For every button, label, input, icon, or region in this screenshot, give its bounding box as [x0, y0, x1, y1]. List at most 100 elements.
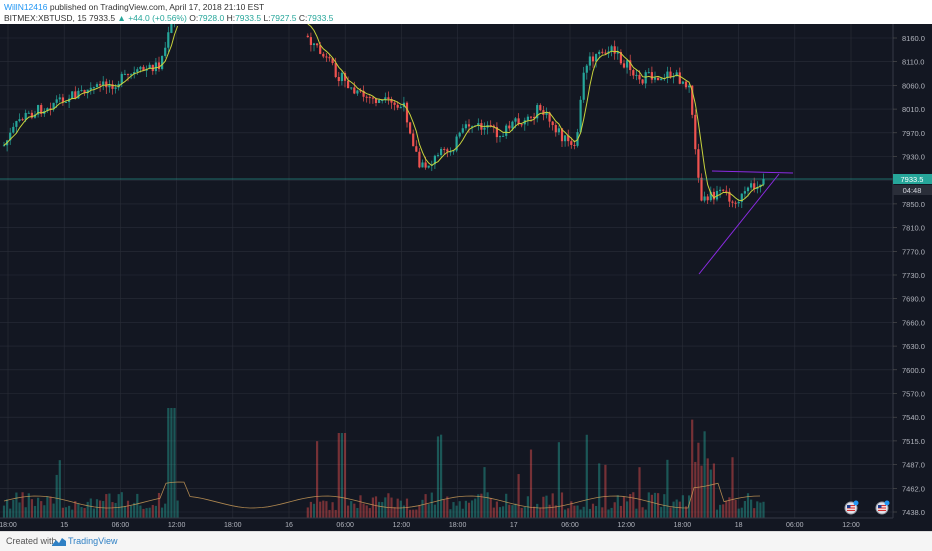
- volume-bar: [545, 495, 548, 518]
- candle-body: [511, 121, 514, 129]
- candle-body: [340, 72, 343, 82]
- price-tick-label: 7850.0: [902, 200, 925, 209]
- volume-bar: [33, 505, 37, 518]
- volume-bar: [554, 505, 557, 518]
- price-tick-label: 8060.0: [902, 81, 925, 90]
- volume-bar: [167, 408, 170, 518]
- candle-body: [409, 122, 412, 134]
- candle-body: [418, 151, 421, 168]
- symbol-label[interactable]: BITMEX:XBTUSD, 15: [4, 13, 87, 23]
- volume-bar: [328, 509, 331, 518]
- volume-bar: [523, 506, 526, 518]
- volume-bar: [610, 507, 613, 518]
- volume-bar: [83, 508, 86, 518]
- volume-bar: [133, 502, 136, 518]
- volume-bar: [650, 494, 653, 518]
- volume-bar: [322, 500, 325, 518]
- volume-bar: [719, 504, 722, 518]
- volume-bar: [762, 501, 765, 518]
- candle-body: [560, 128, 564, 142]
- candle-body: [734, 202, 737, 204]
- us-flag-icon[interactable]: [844, 500, 859, 515]
- volume-bar: [151, 504, 154, 518]
- candle-body: [139, 66, 142, 70]
- candle-body: [424, 162, 427, 168]
- volume-bar: [573, 505, 576, 518]
- volume-bar: [477, 494, 480, 518]
- candle-body: [142, 66, 145, 71]
- last-price-tag-bg: [893, 174, 932, 184]
- tradingview-brand-link[interactable]: TradingView: [68, 536, 118, 546]
- candle-body: [520, 124, 523, 126]
- candle-body: [316, 43, 319, 46]
- high-label: H:: [226, 13, 236, 23]
- candle-body: [337, 77, 340, 82]
- volume-bar: [588, 508, 591, 518]
- volume-bar: [402, 505, 405, 518]
- time-tick-label: 12:00: [617, 522, 635, 529]
- time-axis[interactable]: 18:00 15 06:00 12:00 18:00 16 06:00 12:00 18:00 1…: [0, 522, 860, 529]
- last-price-tag: 7933.5 04:48: [893, 174, 932, 195]
- volume-bar: [598, 463, 601, 518]
- price-tick-label: 7515.0: [902, 437, 925, 446]
- candle-body: [378, 100, 381, 104]
- chart-overlays: [0, 24, 893, 509]
- candle-body: [536, 105, 539, 119]
- candle-body: [467, 124, 471, 127]
- candle-body: [505, 125, 508, 136]
- tradingview-logo-icon[interactable]: [52, 537, 66, 546]
- price-tick-label: 7438.0: [902, 508, 925, 517]
- price-tick-label: 8160.0: [902, 34, 925, 43]
- candle-body: [653, 77, 657, 80]
- candle-body: [675, 72, 678, 77]
- candle-body: [632, 70, 635, 76]
- volume-bar: [12, 499, 15, 518]
- candle-body: [362, 90, 365, 97]
- volume-bar: [371, 497, 374, 518]
- volume-bar: [449, 509, 452, 518]
- time-tick-label: 06:00: [336, 522, 354, 529]
- candle-body: [343, 72, 347, 81]
- candle-body: [461, 128, 464, 133]
- author-link[interactable]: WillN12416: [4, 2, 48, 12]
- candle-body: [567, 135, 570, 142]
- volume-bar: [436, 436, 440, 518]
- candle-body: [604, 52, 607, 54]
- price-chart[interactable]: 8160.08110.08060.08010.07970.07930.07890…: [0, 24, 932, 531]
- candle-body: [102, 81, 105, 86]
- candle-body: [443, 148, 446, 150]
- candle-body: [542, 110, 545, 115]
- candle-body: [164, 47, 167, 56]
- candle-body: [681, 81, 684, 84]
- volume-bar: [117, 494, 120, 518]
- volume-bar: [452, 502, 455, 518]
- time-tick-label: 18:00: [224, 522, 242, 529]
- candle-body: [517, 118, 520, 125]
- candle-body: [427, 165, 430, 168]
- volume-bar: [753, 508, 756, 518]
- price-tick-label: 7630.0: [902, 342, 925, 351]
- volume-bar: [520, 507, 523, 518]
- candle-body: [151, 64, 154, 72]
- candle-body: [650, 72, 653, 80]
- candle-body: [80, 90, 83, 92]
- candle-body: [365, 96, 368, 98]
- volume-bar: [709, 469, 712, 518]
- candle-body: [743, 191, 746, 194]
- candlesticks: [2, 24, 765, 209]
- volume-bar: [92, 508, 95, 518]
- price-tick-label: 7600.0: [902, 366, 925, 375]
- candle-body: [498, 136, 502, 138]
- candle-body: [328, 57, 331, 59]
- countdown-tag-text: 04:48: [903, 186, 922, 195]
- volume-bar: [95, 499, 99, 518]
- event-marker-icon[interactable]: [875, 500, 890, 515]
- volume-bar: [334, 509, 337, 518]
- event-markers[interactable]: [844, 500, 890, 515]
- volume-bar: [712, 463, 715, 518]
- volume-bar: [678, 501, 681, 518]
- candle-body: [508, 125, 511, 129]
- price-tick-label: 7570.0: [902, 390, 925, 399]
- volume-bar: [660, 506, 663, 518]
- volume-bar: [347, 505, 350, 518]
